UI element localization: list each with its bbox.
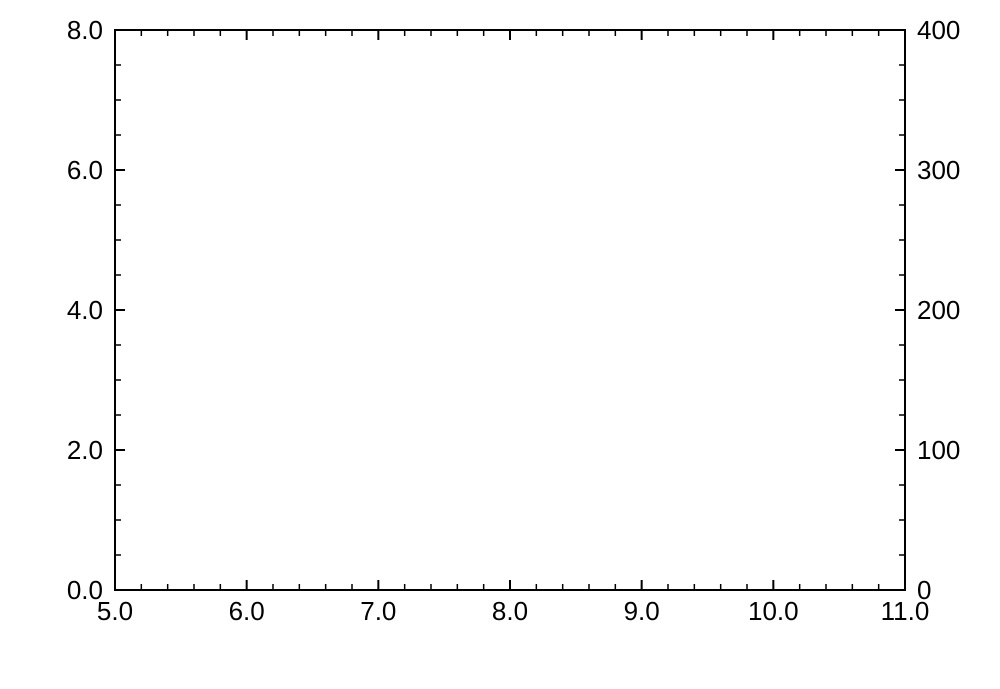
y-left-tick-label: 4.0 xyxy=(67,295,103,325)
chart-svg: 5.06.07.08.09.010.011.00.02.04.06.08.001… xyxy=(0,0,1000,689)
chart-container: 5.06.07.08.09.010.011.00.02.04.06.08.001… xyxy=(0,0,1000,689)
y-right-tick-label: 300 xyxy=(917,155,960,185)
y-right-tick-label: 0 xyxy=(917,575,931,605)
y-left-tick-label: 6.0 xyxy=(67,155,103,185)
x-tick-label: 8.0 xyxy=(492,596,528,626)
y-right-tick-label: 100 xyxy=(917,435,960,465)
y-right-tick-label: 200 xyxy=(917,295,960,325)
x-tick-label: 7.0 xyxy=(360,596,396,626)
y-left-tick-label: 8.0 xyxy=(67,15,103,45)
x-tick-label: 9.0 xyxy=(624,596,660,626)
x-tick-label: 6.0 xyxy=(229,596,265,626)
x-tick-label: 10.0 xyxy=(748,596,799,626)
plot-frame xyxy=(115,30,905,590)
y-left-tick-label: 0.0 xyxy=(67,575,103,605)
y-left-tick-label: 2.0 xyxy=(67,435,103,465)
y-right-tick-label: 400 xyxy=(917,15,960,45)
